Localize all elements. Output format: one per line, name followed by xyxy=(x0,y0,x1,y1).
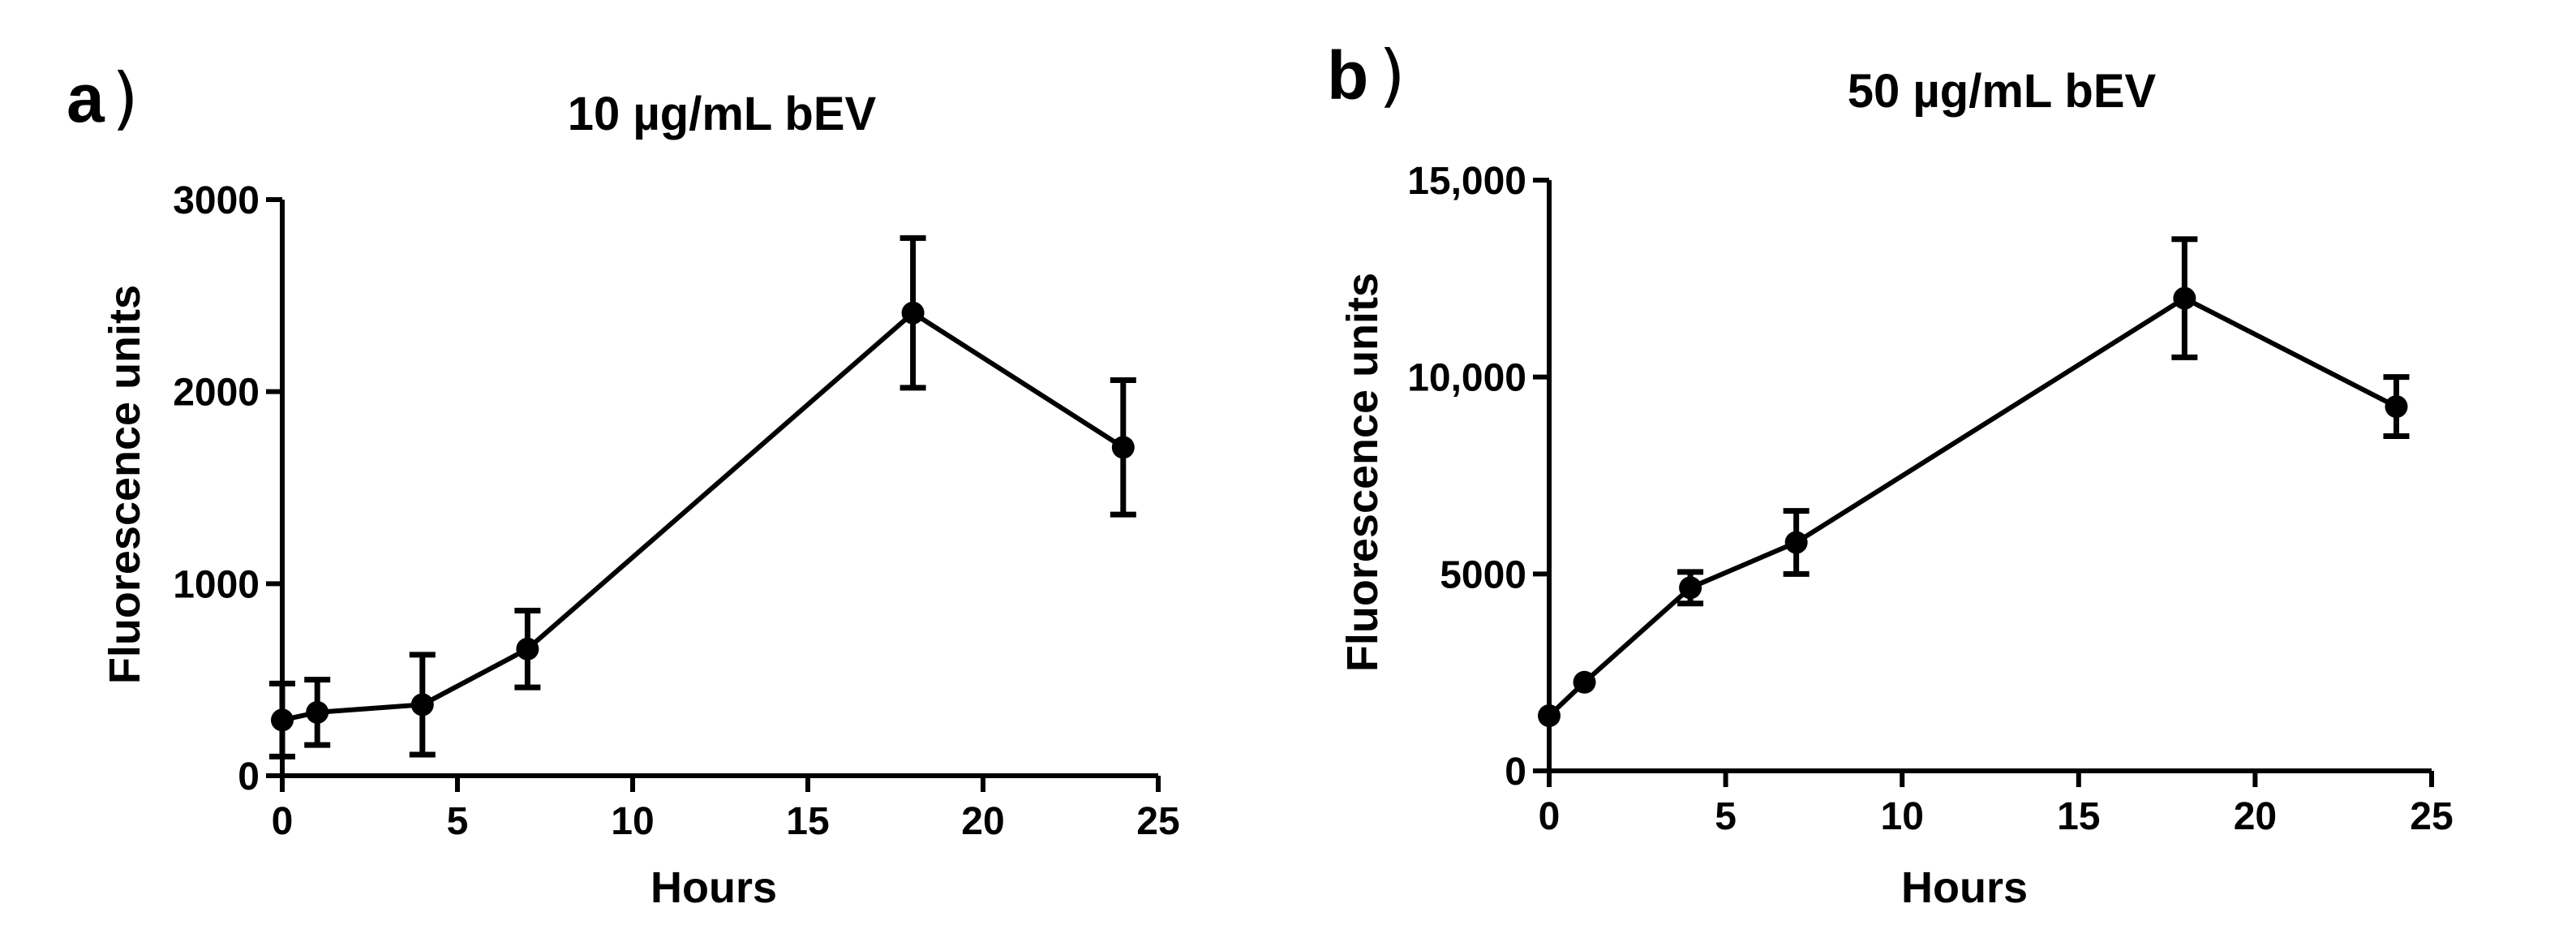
chart-b-x-tick-label: 5 xyxy=(1715,795,1737,838)
chart-a-x-tick-label: 25 xyxy=(1136,800,1179,843)
chart-a-title: 10 µg/mL bEV xyxy=(568,88,877,140)
chart-a-data-point xyxy=(410,693,434,716)
chart-a-data-point xyxy=(1111,436,1135,459)
chart-b-y-tick-label: 0 xyxy=(1505,751,1526,794)
chart-b-x-tick-label: 0 xyxy=(1539,795,1561,838)
chart-a-x-tick-label: 15 xyxy=(786,800,829,843)
chart-a-y-tick-label: 2000 xyxy=(173,372,260,415)
chart-a-x-tick-label: 5 xyxy=(447,800,469,843)
panel-a: a ) 10 µg/mL bEV Fluorescence units Hour… xyxy=(67,58,1180,912)
chart-b-x-tick-label: 20 xyxy=(2234,795,2277,838)
chart-a-series-line xyxy=(281,310,1125,723)
chart-b-title: 50 µg/mL bEV xyxy=(1848,65,2157,118)
chart-b-data-point xyxy=(1573,670,1596,694)
chart-b-data-point xyxy=(1679,576,1702,600)
chart-b-data-point xyxy=(2385,395,2408,419)
chart-b-y-tick-label: 5000 xyxy=(1440,553,1526,596)
chart-b-x-tick-label: 25 xyxy=(2410,795,2453,838)
chart-b-y-tick-label: 15,000 xyxy=(1407,160,1526,203)
chart-b-data-point xyxy=(1538,704,1561,728)
chart-b-ylabel: Fluorescence units xyxy=(1338,273,1387,672)
chart-a-xlabel: Hours xyxy=(650,863,777,912)
chart-b-x-tick-label: 10 xyxy=(1881,795,1924,838)
chart-a-ticks: 0 1000 2000 3000 0 5 10 15 20 25 xyxy=(173,179,1179,843)
chart-b-x-tick-label: 15 xyxy=(2057,795,2100,838)
chart-a-data-point xyxy=(516,637,539,661)
chart-a-y-tick-label: 3000 xyxy=(173,179,260,222)
chart-a-x-tick-label: 10 xyxy=(611,800,654,843)
panel-b: b ) 50 µg/mL bEV Fluorescence units Hour… xyxy=(1327,36,2454,912)
panel-a-paren: ) xyxy=(112,58,139,138)
chart-b-series-line xyxy=(1547,295,2398,718)
panel-b-letter: b xyxy=(1327,37,1368,114)
chart-a-data-point xyxy=(306,700,329,724)
chart-b-xlabel: Hours xyxy=(1901,863,2028,912)
chart-b-axes xyxy=(1547,180,2432,774)
chart-b-data-point xyxy=(2173,286,2196,310)
chart-a-data-point xyxy=(901,301,925,325)
chart-a-data-point xyxy=(271,708,294,732)
chart-b-y-tick-label: 10,000 xyxy=(1407,357,1526,400)
chart-b-ticks: 0 5000 10,000 15,000 0 5 10 15 20 25 xyxy=(1407,160,2454,838)
chart-a-y-tick-label: 1000 xyxy=(173,563,260,606)
chart-a-y-tick-label: 0 xyxy=(238,755,260,798)
chart-b-data xyxy=(1538,236,2410,728)
chart-a-x-tick-label: 20 xyxy=(961,800,1004,843)
chart-a-x-tick-label: 0 xyxy=(272,800,294,843)
chart-a-ylabel: Fluorescence units xyxy=(101,285,149,684)
chart-a-axes xyxy=(280,200,1158,779)
panel-b-paren: ) xyxy=(1379,36,1406,115)
chart-b-data-point xyxy=(1784,531,1808,554)
panel-a-letter: a xyxy=(67,60,105,136)
chart-a-data xyxy=(269,235,1136,760)
